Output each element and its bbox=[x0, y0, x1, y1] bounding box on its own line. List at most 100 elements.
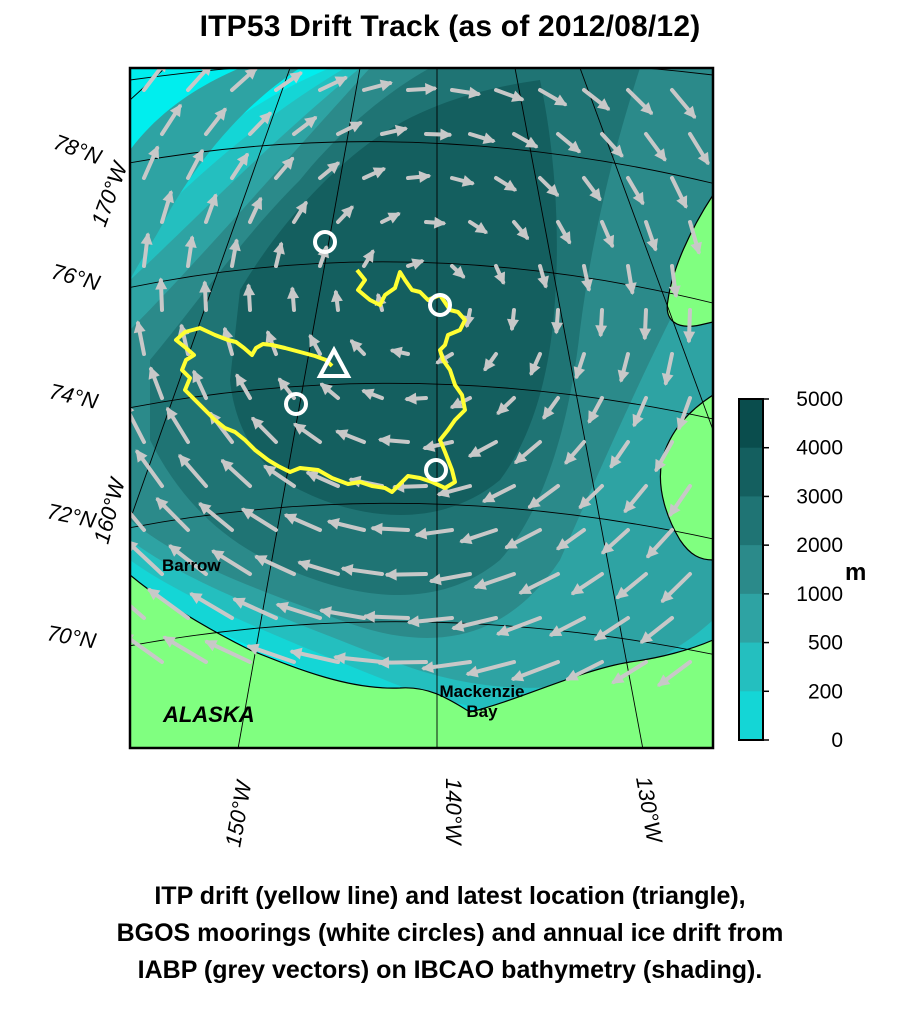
land-alaska bbox=[130, 574, 713, 748]
drift-vector-arrowhead bbox=[265, 330, 277, 344]
drift-vector-arrowhead bbox=[516, 226, 529, 240]
drift-vector-arrowhead bbox=[570, 583, 585, 595]
drift-vector-arrowhead bbox=[646, 545, 659, 559]
drift-vector-arrowhead bbox=[623, 500, 636, 513]
drift-vector-arrowhead bbox=[135, 449, 148, 463]
colorbar-swatch bbox=[739, 691, 763, 741]
drift-vector-arrowhead bbox=[564, 451, 577, 465]
drift-vector-arrowhead bbox=[468, 446, 482, 457]
drift-vector-arrowhead bbox=[654, 148, 667, 162]
colorbar-tick-label: 200 bbox=[808, 680, 843, 703]
drift-vector-arrowhead bbox=[244, 68, 258, 80]
drift-vector-arrowhead bbox=[263, 465, 277, 477]
drift-vector-arrowhead bbox=[169, 103, 182, 118]
drift-vector-arrowhead bbox=[133, 320, 146, 334]
drift-vector-arrowhead bbox=[305, 471, 319, 483]
drift-vector-arrowhead bbox=[496, 402, 510, 415]
colorbar-tick-label: 5000 bbox=[796, 388, 843, 411]
drift-vector-arrowhead bbox=[340, 564, 354, 576]
lat-label-74n: 74°N bbox=[47, 379, 101, 414]
drift-vector-arrowhead bbox=[377, 656, 390, 669]
drift-vector-arrowhead bbox=[362, 249, 375, 263]
colorbar-tick-label: 0 bbox=[831, 729, 843, 752]
drift-vector-arrowhead bbox=[452, 265, 466, 279]
drift-vector-arrowhead bbox=[461, 175, 475, 187]
drift-vector-arrowhead bbox=[624, 282, 637, 295]
drift-vector-arrowhead bbox=[654, 458, 666, 473]
label-barrow: Barrow bbox=[162, 556, 221, 575]
meridian-120w bbox=[579, 68, 713, 431]
colorbar-tick-label: 1000 bbox=[796, 583, 843, 606]
drift-vector-arrowhead bbox=[668, 503, 681, 517]
ice-drift-vectors bbox=[130, 68, 710, 687]
longitude-labels-bottom: 150°W 140°W 130°W bbox=[220, 775, 667, 849]
colorbar-swatch bbox=[739, 496, 763, 546]
drift-vector-arrowhead bbox=[494, 271, 505, 285]
drift-vector-arrowhead bbox=[414, 527, 428, 540]
drift-vector-arrowhead bbox=[406, 615, 420, 628]
caption-line-2: BGOS moorings (white circles) and annual… bbox=[116, 919, 784, 947]
drift-vector-arrowhead bbox=[615, 586, 629, 599]
map-title: ITP53 Drift Track (as of 2012/08/12) bbox=[199, 10, 701, 43]
drift-vector-arrowhead bbox=[668, 285, 681, 299]
drift-vector-shaft bbox=[130, 410, 146, 444]
drift-vector-arrowhead bbox=[200, 68, 212, 76]
drift-vector-arrowhead bbox=[235, 373, 247, 387]
drift-vector-arrowhead bbox=[349, 339, 363, 353]
drift-vector-arrowhead bbox=[241, 508, 255, 520]
drift-vector-arrowhead bbox=[527, 496, 541, 509]
drift-vector-arrowhead bbox=[349, 121, 363, 133]
drift-vector-arrowhead bbox=[251, 416, 264, 430]
drift-vector-shaft bbox=[130, 636, 164, 664]
drift-vector-arrowhead bbox=[425, 83, 438, 95]
colorbar-swatch bbox=[739, 447, 763, 497]
drift-vector-arrowhead bbox=[331, 289, 343, 303]
drift-vector-arrowhead bbox=[639, 328, 652, 341]
drift-vector-arrowhead bbox=[184, 235, 197, 248]
drift-vector-arrowhead bbox=[451, 620, 465, 632]
drift-vector-arrowhead bbox=[192, 369, 204, 384]
drift-vector-arrowhead bbox=[326, 518, 340, 530]
drift-vector-arrowhead bbox=[211, 550, 225, 562]
drift-vector-arrowhead bbox=[581, 278, 593, 292]
parallel-76n bbox=[130, 261, 713, 304]
drift-vector-arrowhead bbox=[246, 643, 260, 655]
drift-vector-arrowhead bbox=[418, 170, 432, 183]
drift-vector-arrowhead bbox=[507, 318, 519, 332]
label-bay: Bay bbox=[466, 702, 498, 721]
drift-vector-arrowhead bbox=[295, 200, 308, 214]
drift-vector-arrowhead bbox=[503, 179, 518, 192]
drift-vector-arrowhead bbox=[273, 241, 285, 255]
drift-vector-arrowhead bbox=[254, 555, 268, 567]
drift-vector-arrowhead bbox=[289, 71, 303, 84]
drift-vector-arrowhead bbox=[646, 238, 658, 252]
drift-vector-arrowhead bbox=[482, 491, 496, 503]
drift-vector-arrowhead bbox=[468, 86, 482, 99]
drift-vector-arrowhead bbox=[697, 151, 710, 166]
drift-vector-arrowhead bbox=[370, 522, 383, 535]
drift-vector-arrowhead bbox=[168, 544, 182, 557]
drift-vector-arrowhead bbox=[465, 665, 479, 678]
map-area: Barrow ALASKA Mackenzie Bay bbox=[130, 68, 713, 748]
colorbar-swatch bbox=[739, 642, 763, 692]
drift-vector-arrowhead bbox=[578, 496, 592, 509]
drift-vector-arrowhead bbox=[632, 191, 644, 206]
drift-vector-arrowhead bbox=[281, 156, 294, 170]
drift-vector-arrowhead bbox=[275, 601, 289, 614]
drift-vector-arrowhead bbox=[326, 161, 340, 174]
drift-vector-arrowhead bbox=[482, 132, 496, 144]
colorbar-unit: m bbox=[845, 559, 866, 586]
meridian-160w bbox=[130, 68, 291, 521]
colorbar-swatch bbox=[739, 399, 763, 449]
drift-vector-arrowhead bbox=[387, 212, 401, 224]
drift-vector-arrowhead bbox=[411, 258, 425, 270]
drift-vector-arrowhead bbox=[440, 128, 453, 141]
drift-vector-arrowhead bbox=[514, 451, 528, 464]
figure-caption: ITP drift (yellow line) and latest locat… bbox=[0, 878, 900, 989]
drift-vector-arrowhead bbox=[204, 640, 218, 652]
drift-vector-arrowhead bbox=[372, 167, 386, 179]
colorbar-swatches bbox=[739, 399, 763, 741]
